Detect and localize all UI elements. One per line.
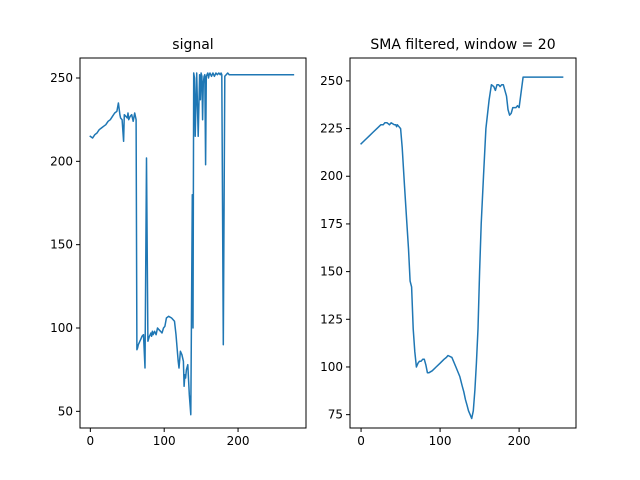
series-line bbox=[360, 76, 564, 420]
x-tick-label: 100 bbox=[153, 434, 176, 448]
axes-sma-filtered: SMA filtered, window = 20 0 100 200 75 100 12… bbox=[320, 37, 577, 448]
x-tick-label: 200 bbox=[227, 434, 250, 448]
x-tick-label: 100 bbox=[429, 434, 452, 448]
series-line bbox=[89, 72, 295, 416]
axes-frame bbox=[349, 57, 577, 429]
y-tick-label: 50 bbox=[58, 404, 73, 418]
x-tick-label: 0 bbox=[357, 434, 365, 448]
y-tick-label: 200 bbox=[50, 154, 73, 168]
y-tick-label: 250 bbox=[50, 71, 73, 85]
x-tick-label: 200 bbox=[508, 434, 531, 448]
plot-area: 0 100 200 75 100 125 150 175 200 225 250 bbox=[320, 74, 564, 448]
y-tick-label: 75 bbox=[328, 408, 343, 422]
chart-title: signal bbox=[172, 37, 213, 53]
y-tick-label: 200 bbox=[320, 169, 343, 183]
y-tick-label: 150 bbox=[50, 238, 73, 252]
plot-area: 0 100 200 50 100 150 200 250 bbox=[50, 71, 295, 448]
y-tick-label: 100 bbox=[50, 321, 73, 335]
x-tick-label: 0 bbox=[87, 434, 95, 448]
axes-signal: signal 0 100 200 50 100 150 200 250 bbox=[50, 37, 307, 448]
chart-title: SMA filtered, window = 20 bbox=[370, 37, 555, 53]
axes-frame bbox=[79, 57, 307, 429]
y-tick-label: 125 bbox=[320, 312, 343, 326]
y-tick-label: 250 bbox=[320, 74, 343, 88]
y-tick-label: 175 bbox=[320, 217, 343, 231]
y-tick-label: 100 bbox=[320, 360, 343, 374]
y-tick-label: 225 bbox=[320, 122, 343, 136]
y-tick-label: 150 bbox=[320, 265, 343, 279]
